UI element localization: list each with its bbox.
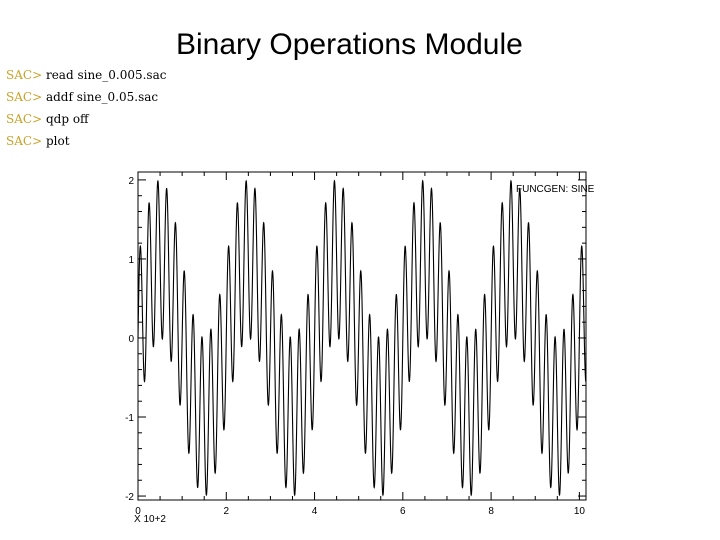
x-tick-label: 4: [312, 506, 318, 517]
x-tick-label: 0: [135, 506, 141, 517]
y-tick-label: 1: [128, 255, 134, 266]
command-text: addf sine_0.05.sac: [45, 90, 159, 104]
y-tick-label: 0: [128, 334, 134, 345]
y-tick-label: -2: [125, 492, 134, 503]
x-axis-label: X 10+2: [134, 514, 166, 525]
command-prompt: SAC>: [6, 134, 43, 148]
command-text: qdp off: [45, 112, 89, 126]
y-tick-label: 2: [128, 176, 134, 187]
x-tick-label: 8: [488, 506, 494, 517]
x-tick-label: 2: [223, 506, 229, 517]
x-tick-label: 6: [400, 506, 406, 517]
x-tick-label: 10: [574, 506, 586, 517]
command-prompt: SAC>: [6, 90, 43, 104]
command-line: SAC> addf sine_0.05.sac: [6, 86, 166, 108]
command-line: SAC> plot: [6, 130, 166, 152]
command-text: read sine_0.005.sac: [45, 68, 167, 82]
command-line: SAC> qdp off: [6, 108, 166, 130]
chart-title: FUNCGEN: SINE: [516, 184, 595, 195]
y-tick-label: -1: [125, 413, 134, 424]
command-prompt: SAC>: [6, 68, 43, 82]
slide-title: Binary Operations Module: [176, 28, 523, 61]
command-text: plot: [45, 134, 70, 148]
command-prompt: SAC>: [6, 112, 43, 126]
command-line: SAC> read sine_0.005.sac: [6, 64, 166, 86]
waveform-trace: [137, 179, 587, 497]
command-list: SAC> read sine_0.005.sac SAC> addf sine_…: [6, 64, 166, 152]
